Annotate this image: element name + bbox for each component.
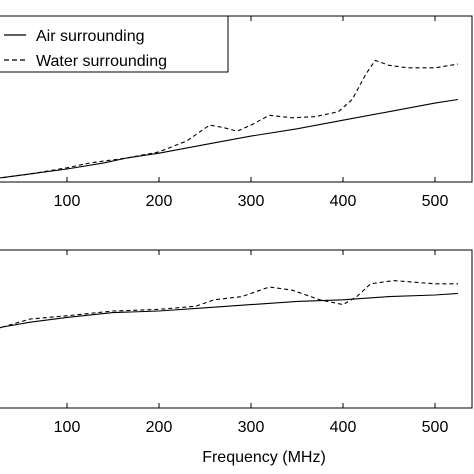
legend-label-water: Water surrounding	[36, 53, 167, 70]
bottom-subplot: 100 200 300 400 500 Frequency (MHz)	[0, 249, 473, 466]
legend-label-air: Air surrounding	[36, 28, 145, 45]
bottom-xtick-label: 300	[238, 419, 265, 436]
bottom-xtick-label: 200	[146, 419, 173, 436]
top-xtick-label: 100	[54, 193, 81, 210]
top-series-air-line	[0, 98, 459, 179]
top-xticks: 100 200 300 400 500	[54, 16, 449, 210]
top-xtick-label: 300	[238, 193, 265, 210]
top-series	[0, 59, 459, 179]
bottom-series-water-line	[0, 280, 458, 329]
top-subplot: 100 200 300 400 500 Air surrounding Water su…	[0, 15, 473, 210]
bottom-xtick-label: 400	[330, 419, 357, 436]
bottom-xticks: 100 200 300 400 500	[54, 250, 449, 436]
bottom-series	[0, 280, 459, 329]
legend: Air surrounding Water surrounding	[0, 15, 229, 73]
top-xtick-label: 400	[330, 193, 357, 210]
bottom-plot-frame	[0, 249, 473, 409]
x-axis-label: Frequency (MHz)	[202, 449, 326, 466]
top-plot-frame	[0, 15, 473, 183]
top-series-water-line	[0, 59, 459, 179]
bottom-series-air-line	[0, 292, 459, 329]
bottom-xtick-label: 500	[422, 419, 449, 436]
legend-box	[0, 15, 229, 73]
top-xtick-label: 500	[422, 193, 449, 210]
bottom-xtick-label: 100	[54, 419, 81, 436]
top-xtick-label: 200	[146, 193, 173, 210]
